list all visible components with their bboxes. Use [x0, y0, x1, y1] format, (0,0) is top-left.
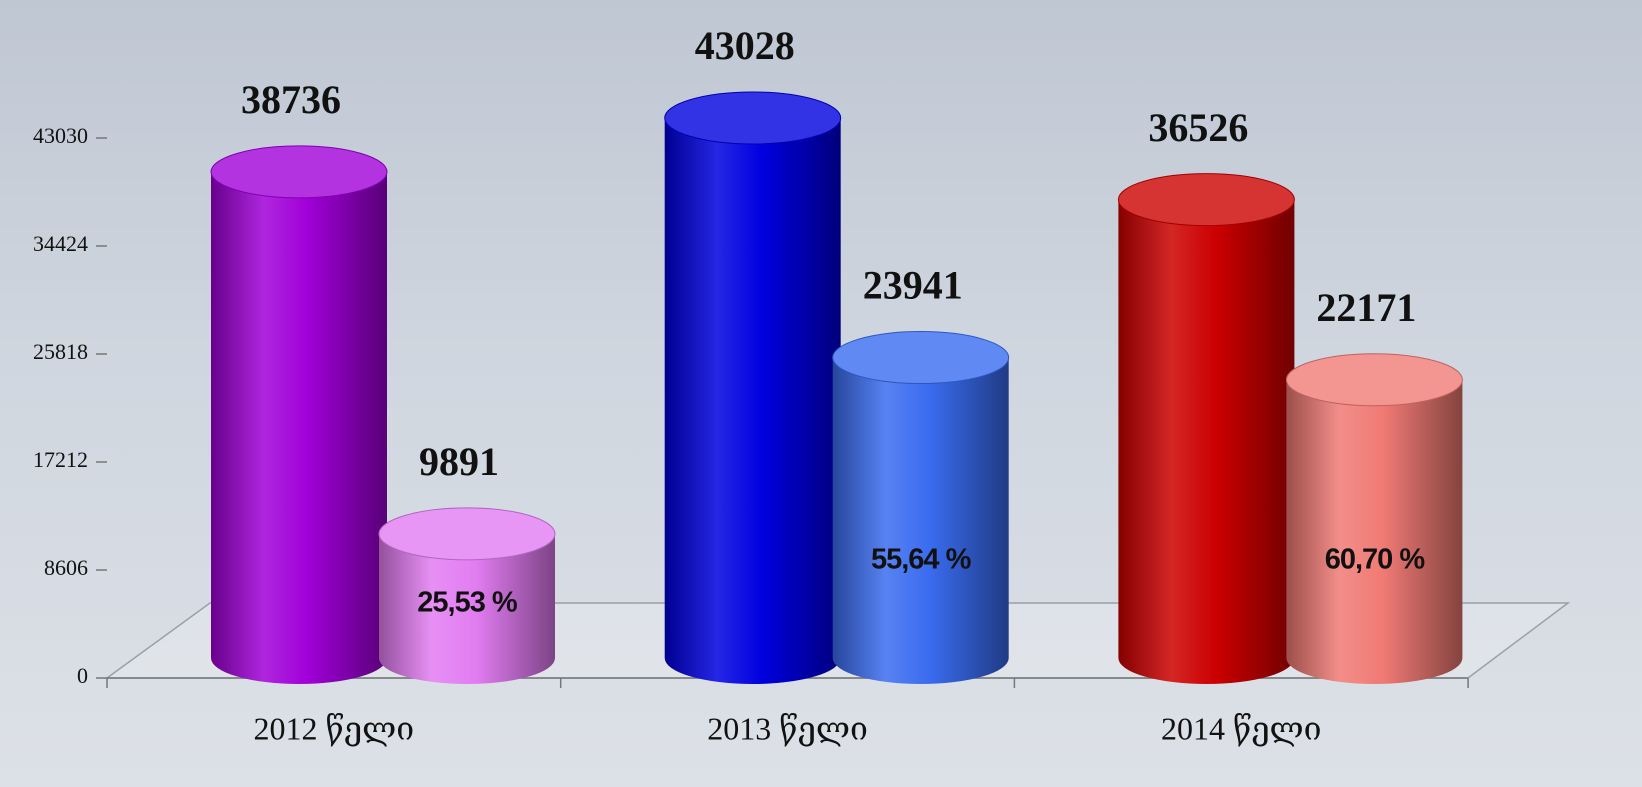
x-tick-label: 2012 წელი	[254, 710, 415, 746]
y-tick-label: 25818	[33, 339, 88, 364]
x-tick-label: 2014 წელი	[1161, 710, 1322, 746]
value-label: 38736	[241, 77, 341, 122]
bar-top	[1117, 173, 1295, 227]
x-tick-label: 2013 წელი	[707, 710, 868, 746]
y-tick-label: 43030	[33, 123, 88, 148]
bar	[1118, 199, 1295, 684]
value-label: 36526	[1148, 105, 1248, 150]
bar	[664, 118, 841, 685]
percent-label: 25,53 %	[417, 587, 518, 619]
percent-label: 60,70 %	[1325, 544, 1426, 576]
y-tick-label: 34424	[33, 231, 88, 256]
bar-top	[378, 507, 556, 561]
bar-top	[664, 91, 842, 145]
percent-label: 55,64 %	[871, 544, 972, 576]
bar-top	[210, 145, 388, 199]
y-tick-label: 17212	[33, 447, 88, 472]
bar	[832, 357, 1009, 684]
value-label: 9891	[419, 439, 499, 484]
bar	[379, 533, 555, 684]
value-label: 23941	[863, 263, 963, 308]
value-label: 22171	[1316, 285, 1416, 330]
bar-top	[1285, 353, 1463, 407]
y-tick-label: 8606	[44, 555, 88, 580]
y-tick-label: 0	[77, 663, 88, 688]
value-label: 43028	[695, 23, 795, 68]
bar	[211, 171, 387, 684]
bar	[1286, 379, 1463, 684]
bar-top	[832, 331, 1010, 385]
